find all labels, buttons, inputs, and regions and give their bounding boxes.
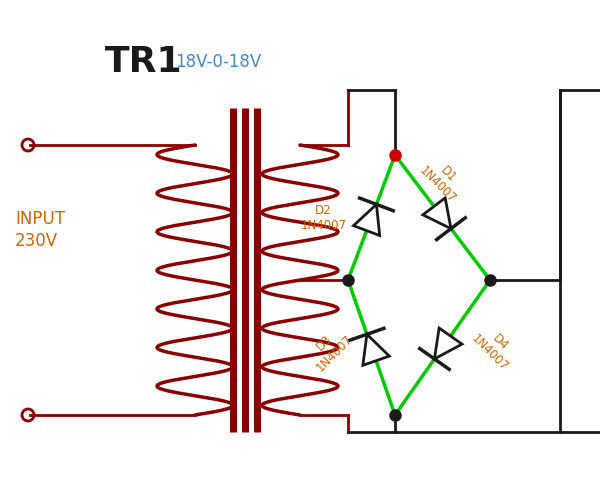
Text: D3
1N4007: D3 1N4007 (304, 321, 356, 374)
Polygon shape (363, 334, 389, 366)
Text: D2
1N4007: D2 1N4007 (301, 204, 347, 232)
Polygon shape (434, 328, 462, 359)
Text: D1
1N4007: D1 1N4007 (416, 153, 469, 206)
Polygon shape (353, 204, 380, 236)
Polygon shape (423, 198, 451, 229)
Text: INPUT
230V: INPUT 230V (15, 210, 65, 250)
Text: D4
1N4007: D4 1N4007 (469, 321, 521, 374)
Text: TR1: TR1 (105, 45, 182, 79)
Text: 18V-0-18V: 18V-0-18V (175, 53, 261, 71)
